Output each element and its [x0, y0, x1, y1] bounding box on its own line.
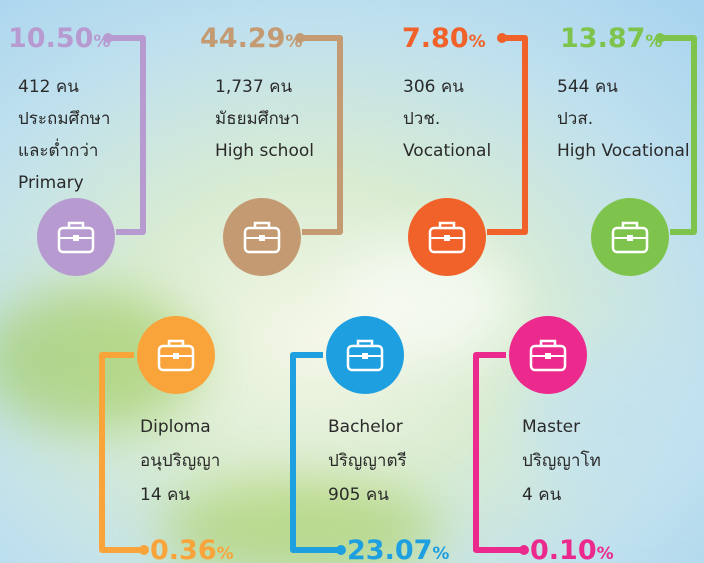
connector	[99, 352, 144, 553]
item: 0.10% Master ปริญญาโท 4 คน	[473, 316, 614, 563]
briefcase-handle	[438, 221, 456, 228]
percent: 0.10%	[530, 535, 614, 563]
percent: 13.87%	[560, 23, 662, 54]
item: 0.36% Diploma อนุปริญญา 14 คน	[99, 316, 234, 563]
percent-unit: %	[645, 32, 662, 52]
briefcase-clasp	[73, 235, 79, 241]
connector	[660, 35, 697, 235]
percent-value: 10.50	[8, 23, 93, 54]
count: 306 คน	[403, 77, 464, 97]
label: มัธยมศึกษา	[215, 109, 300, 129]
percent-unit: %	[93, 32, 110, 52]
label: ปริญญาโท	[522, 450, 601, 471]
percent-value: 23.07	[347, 535, 432, 563]
connector-dot	[655, 33, 665, 43]
percent: 0.36%	[150, 535, 234, 563]
connector-dot	[336, 545, 346, 555]
briefcase-body	[157, 344, 195, 372]
label: ประถมศึกษา	[18, 109, 110, 129]
percent: 23.07%	[347, 535, 449, 563]
briefcase-handle	[167, 339, 185, 346]
connector-dot	[103, 33, 113, 43]
connector-dot	[139, 545, 149, 555]
briefcase-body	[529, 344, 567, 372]
count: 905 คน	[328, 485, 389, 505]
label: Diploma	[140, 417, 211, 437]
connector	[290, 352, 341, 553]
label: Bachelor	[328, 417, 403, 437]
connector	[473, 352, 524, 553]
connector	[300, 35, 343, 235]
briefcase-handle	[539, 339, 557, 346]
percent: 44.29%	[200, 23, 302, 54]
connector-dot	[519, 545, 529, 555]
briefcase-body	[611, 226, 649, 254]
briefcase-body	[346, 344, 384, 372]
percent-unit: %	[217, 544, 234, 563]
percent-value: 0.36	[150, 535, 217, 563]
briefcase-clasp	[362, 353, 368, 359]
percent-unit: %	[432, 544, 449, 563]
label: ปวส.	[557, 109, 593, 129]
briefcase-clasp	[259, 235, 265, 241]
percent-value: 44.29	[200, 23, 285, 54]
item: 23.07% Bachelor ปริญญาตรี 905 คน	[290, 316, 449, 563]
label: ปริญญาตรี	[328, 451, 407, 471]
briefcase-body	[57, 226, 95, 254]
item: 44.29% 1,737 คนมัธยมศึกษา High school	[200, 23, 343, 276]
connector-dot	[497, 33, 507, 43]
label: Master	[522, 417, 580, 437]
percent-unit: %	[469, 32, 486, 52]
label: ปวช.	[403, 109, 440, 129]
connector	[487, 35, 528, 235]
percent: 7.80%	[402, 23, 486, 54]
briefcase-clasp	[545, 353, 551, 359]
label: High school	[215, 141, 314, 161]
briefcase-body	[428, 226, 466, 254]
label: High Vocational	[557, 141, 690, 161]
briefcase-body	[243, 226, 281, 254]
briefcase-handle	[253, 221, 271, 228]
label: Vocational	[403, 141, 491, 161]
count: 14 คน	[140, 485, 190, 505]
label: Primary	[18, 173, 84, 193]
briefcase-clasp	[173, 353, 179, 359]
connector-dot	[295, 33, 305, 43]
count: 412 คน	[18, 77, 79, 97]
percent-unit: %	[285, 32, 302, 52]
briefcase-handle	[67, 221, 85, 228]
percent-value: 0.10	[530, 535, 597, 563]
percent-value: 7.80	[402, 23, 469, 54]
label: อนุปริญญา	[140, 451, 220, 471]
percent: 10.50%	[8, 23, 110, 54]
briefcase-clasp	[444, 235, 450, 241]
briefcase-clasp	[627, 235, 633, 241]
briefcase-handle	[356, 339, 374, 346]
connector	[108, 35, 146, 235]
percent-value: 13.87	[560, 23, 645, 54]
count: 544 คน	[557, 77, 618, 97]
count: 1,737 คน	[215, 77, 292, 97]
briefcase-handle	[621, 221, 639, 228]
label: และต่ำกว่า	[18, 138, 98, 161]
count: 4 คน	[522, 485, 562, 505]
percent-unit: %	[597, 544, 614, 563]
